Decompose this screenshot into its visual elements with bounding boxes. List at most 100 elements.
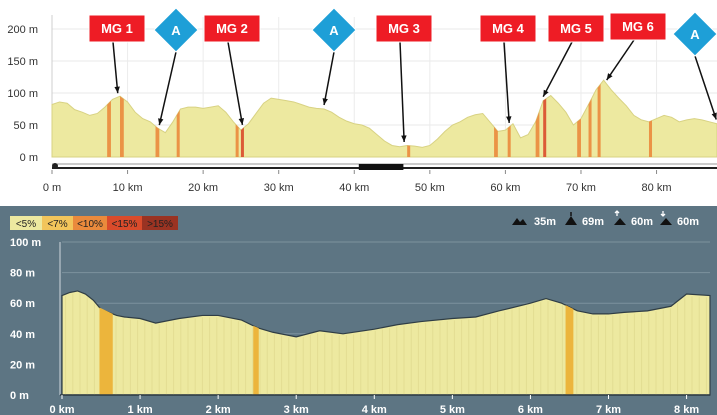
- up-arrow-icon: [614, 210, 620, 216]
- max-elevation-icon: [512, 218, 527, 225]
- marker-arrow-head: [506, 116, 512, 123]
- legend-label: <10%: [77, 219, 103, 230]
- mg-marker-label: MG 1: [101, 21, 133, 36]
- steep-segment: [494, 126, 498, 157]
- a-marker-label: A: [690, 27, 700, 42]
- steep-segment: [565, 305, 574, 395]
- steep-segment: [588, 98, 592, 157]
- marker-arrow-head: [322, 98, 328, 105]
- legend-swatch: [10, 216, 42, 230]
- y-tick-label: 60 m: [10, 298, 35, 310]
- marker-arrow-line: [399, 41, 405, 143]
- route-bar-highlight: [358, 164, 404, 170]
- detail-elevation-chart: <5% <7% <10% <15% >15% 35m 69m 60m 60m 0 m 20 m 40 …: [0, 206, 717, 415]
- x-tick-label: 3 km: [284, 404, 309, 415]
- x-tick-label: 5 km: [440, 404, 465, 415]
- steep-segment: [648, 120, 653, 157]
- y-tick-label: 50 m: [14, 120, 38, 132]
- steep-segment: [240, 127, 244, 157]
- x-tick-label: 20 km: [188, 182, 218, 194]
- a-marker-diamond: [672, 11, 717, 57]
- mg-marker-box: [609, 12, 667, 41]
- legend-label: <15%: [112, 219, 138, 230]
- stat-value: 69m: [582, 216, 604, 228]
- legend-label: <7%: [47, 219, 67, 230]
- x-tick-label: 0 m: [43, 182, 61, 194]
- x-tick-label: 60 km: [490, 182, 520, 194]
- min-elevation-icon: [565, 212, 577, 225]
- legend-swatch: [73, 216, 107, 230]
- stat-value: 35m: [534, 216, 556, 228]
- x-tick-label: 10 km: [113, 182, 143, 194]
- x-tick-label: 4 km: [362, 404, 387, 415]
- legend-swatch: [107, 216, 142, 230]
- marker-arrow-line: [227, 41, 244, 125]
- y-tick-label: 0 m: [10, 390, 29, 402]
- overview-elevation-chart: 0 m 50 m 100 m 150 m 200 m 0 m 10 km 20 km 30 km…: [0, 0, 717, 200]
- marker-arrow-head: [238, 118, 245, 125]
- x-tick-label: 70 km: [566, 182, 596, 194]
- a-marker-diamond: [153, 7, 199, 53]
- legend-swatch: [42, 216, 73, 230]
- steep-segment: [535, 111, 540, 157]
- a-marker-diamond: [311, 7, 357, 53]
- steep-segment: [176, 110, 180, 157]
- marker-arrow-head: [606, 73, 613, 81]
- route-start-marker: [52, 163, 58, 169]
- x-tick-label: 30 km: [264, 182, 294, 194]
- overview-elevation-svg: 0 m 50 m 100 m 150 m 200 m 0 m 10 km 20 km 30 km…: [7, 7, 717, 194]
- steep-segment: [107, 100, 111, 157]
- y-tick-label: 100 m: [7, 88, 38, 100]
- ascent-mountain-icon: [614, 218, 626, 225]
- marker-arrow-line: [323, 51, 335, 106]
- y-tick-label: 150 m: [7, 56, 38, 68]
- mg-marker-box: [88, 14, 146, 43]
- x-tick-label: 2 km: [206, 404, 231, 415]
- steep-segment: [253, 325, 259, 395]
- steep-segment: [597, 84, 601, 157]
- stat-value: 60m: [631, 216, 653, 228]
- mg-marker-label: MG 4: [492, 21, 525, 36]
- x-tick-label: 40 km: [339, 182, 369, 194]
- x-tick-label: 80 km: [642, 182, 672, 194]
- steep-segment: [543, 98, 547, 157]
- marker-arrow-line: [112, 41, 119, 94]
- steep-segment: [577, 118, 581, 157]
- y-tick-label: 100 m: [10, 237, 41, 249]
- marker-arrow-line: [503, 41, 510, 123]
- x-tick-label: 8 km: [674, 404, 699, 415]
- legend-label: <5%: [16, 219, 36, 230]
- detail-elevation-svg: <5% <7% <10% <15% >15% 35m 69m 60m 60m 0 m 20 m 40 …: [10, 210, 711, 415]
- steep-segment: [120, 96, 124, 157]
- x-tick-label: 1 km: [128, 404, 153, 415]
- mg-marker-label: MG 3: [388, 21, 420, 36]
- a-marker-label: A: [171, 23, 181, 38]
- mg-marker-box: [547, 14, 605, 43]
- y-tick-label: 80 m: [10, 268, 35, 280]
- marker-arrow-line: [158, 51, 177, 126]
- x-tick-label: 7 km: [596, 404, 621, 415]
- steep-segment: [235, 124, 239, 157]
- mg-marker-label: MG 5: [560, 21, 592, 36]
- peak-icon: [565, 216, 577, 225]
- steep-segment: [99, 307, 113, 395]
- x-tick-label: 50 km: [415, 182, 445, 194]
- y-tick-label: 20 m: [10, 359, 35, 371]
- y-tick-label: 40 m: [10, 329, 35, 341]
- steep-segment: [407, 145, 411, 157]
- mg-marker-label: MG 6: [622, 19, 654, 34]
- descent-icon: [660, 211, 672, 225]
- mg-marker-box: [203, 14, 261, 43]
- ascent-icon: [614, 210, 626, 225]
- y-tick-label: 0 m: [20, 152, 38, 164]
- down-arrow-icon: [660, 211, 666, 217]
- marker-arrow-line: [606, 39, 635, 81]
- steep-segment: [507, 125, 511, 157]
- mg-marker-box: [375, 14, 433, 43]
- mg-marker-box: [479, 14, 537, 43]
- marker-arrow-head: [158, 118, 164, 126]
- descent-mountain-icon: [660, 218, 672, 225]
- mountain-icon: [512, 218, 527, 225]
- marker-arrow-head: [543, 89, 549, 97]
- steep-segment: [155, 126, 160, 157]
